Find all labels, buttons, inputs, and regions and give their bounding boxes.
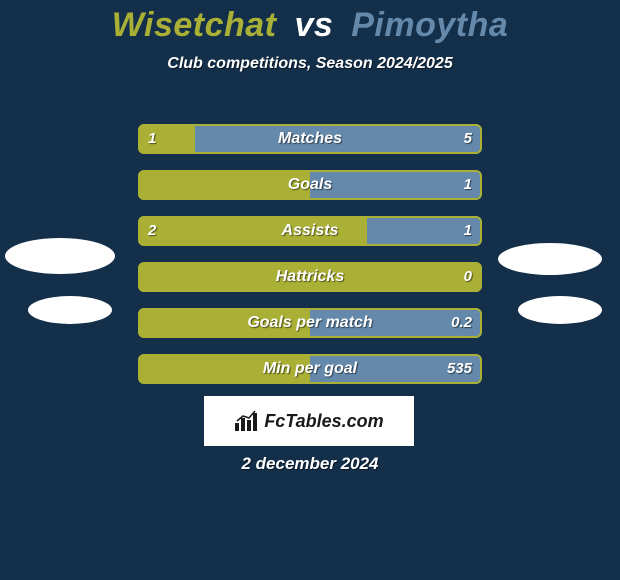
logo-bars-icon — [234, 410, 260, 432]
stat-label: Matches — [138, 124, 482, 154]
stat-row: 535Min per goal — [138, 354, 482, 384]
subtitle: Club competitions, Season 2024/2025 — [0, 55, 620, 73]
avatar-left-big — [5, 238, 115, 274]
stats-bars: 15Matches 1Goals 21Assists 0Hattricks 0.2Goa… — [138, 124, 482, 400]
avatar-right-big — [498, 243, 602, 275]
stat-row: 21Assists — [138, 216, 482, 246]
stat-label: Assists — [138, 216, 482, 246]
player2-name: Pimoytha — [351, 6, 508, 44]
vs-word: vs — [294, 6, 333, 44]
stat-label: Goals — [138, 170, 482, 200]
comparison-title: Wisetchat vs Pimoytha — [0, 0, 620, 45]
stat-label: Goals per match — [138, 308, 482, 338]
fctables-logo: FcTables.com — [204, 396, 414, 446]
avatar-right-small — [518, 296, 602, 324]
avatar-left-small — [28, 296, 112, 324]
stat-row: 0Hattricks — [138, 262, 482, 292]
stat-label: Min per goal — [138, 354, 482, 384]
stat-row: 1Goals — [138, 170, 482, 200]
date-text: 2 december 2024 — [0, 454, 620, 474]
logo-text: FcTables.com — [264, 411, 383, 432]
stat-row: 0.2Goals per match — [138, 308, 482, 338]
player1-name: Wisetchat — [112, 6, 277, 44]
stat-label: Hattricks — [138, 262, 482, 292]
stat-row: 15Matches — [138, 124, 482, 154]
